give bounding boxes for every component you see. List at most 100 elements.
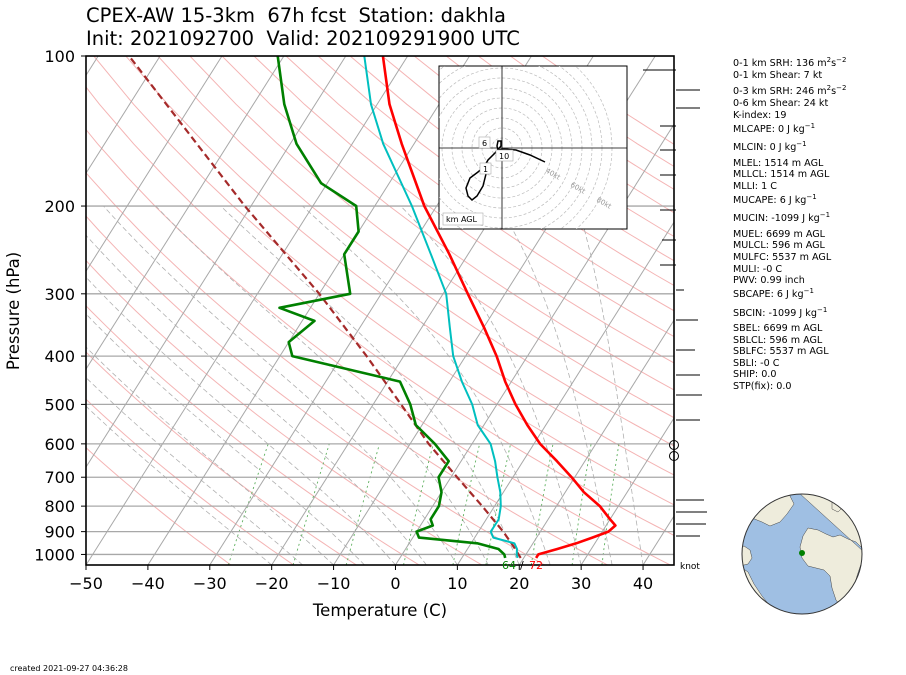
chart-title-line2: Init: 2021092700 Valid: 202109291900 UTC: [86, 27, 520, 50]
surface-temperature-label: 72: [529, 559, 543, 572]
moist-adiabat: [577, 205, 644, 565]
y-tick-label: 500: [44, 395, 75, 414]
globe-map: [741, 493, 863, 615]
mixing-ratio-line: [227, 443, 269, 565]
station-marker: [799, 550, 805, 556]
x-tick-label: −40: [131, 574, 165, 593]
dry-adiabat: [86, 86, 674, 536]
mixing-ratio-line: [292, 443, 330, 565]
stat-line: MLCIN: 0 J kg−1: [733, 139, 807, 153]
x-tick-label: 20: [509, 574, 529, 593]
dry-adiabat: [86, 398, 294, 565]
mixing-ratio-line: [345, 443, 380, 565]
hodo-height-label: 1: [483, 165, 488, 174]
stat-line: PWV: 0.99 inch: [733, 275, 805, 286]
mixing-ratio-line: [485, 443, 512, 565]
isotherm-line: [86, 56, 161, 175]
stat-line: 0-6 km Shear: 24 kt: [733, 98, 829, 109]
isotherm-line: [395, 123, 674, 565]
temperature-profile-line: [381, 56, 617, 559]
x-tick-label: 30: [571, 574, 591, 593]
hodo-units-label: km AGL: [446, 215, 478, 224]
mixing-ratio-line: [530, 443, 554, 565]
stat-line: SBCAPE: 6 J kg−1: [733, 286, 814, 300]
stat-line: MULFC: 5537 m AGL: [733, 252, 832, 263]
stat-line: SHIP: 0.0: [733, 369, 777, 380]
stat-line: STP(fix): 0.0: [733, 381, 792, 392]
mixing-ratio-line: [403, 443, 434, 565]
stat-line: 0-1 km Shear: 7 kt: [733, 70, 823, 81]
mixing-ratio-line: [571, 443, 592, 565]
x-axis-label: Temperature (C): [312, 601, 447, 620]
dry-adiabat: [221, 56, 674, 391]
y-tick-label: 600: [44, 435, 75, 454]
stat-line: SBCIN: -1099 J kg−1: [733, 305, 828, 319]
x-tick-label: 40: [633, 574, 653, 593]
background-lines: [86, 56, 674, 565]
isotherm-line: [86, 56, 285, 371]
x-tick-label: 0: [390, 574, 400, 593]
parcel-profile-line: [128, 56, 522, 559]
hodo-height-label: 10: [499, 152, 509, 161]
stat-line: 0-3 km SRH: 246 m2s−2: [733, 83, 847, 97]
stat-line: 0-1 km SRH: 136 m2s−2: [733, 55, 847, 69]
x-tick-label: −30: [193, 574, 227, 593]
y-tick-label: 300: [44, 285, 75, 304]
surface-label-separator: /: [520, 559, 524, 572]
y-tick-label: 800: [44, 497, 75, 516]
moist-adiabat: [302, 205, 551, 565]
y-tick-label: 400: [44, 347, 75, 366]
dry-adiabat: [285, 56, 674, 338]
profile-lines: [128, 56, 617, 559]
chart-title-line1: CPEX-AW 15-3km 67h fcst Station: dakhla: [86, 4, 506, 27]
stat-line: MUCAPE: 6 J kg−1: [733, 192, 817, 206]
wind-barbs: [643, 60, 707, 560]
stat-line: MLLI: 1 C: [733, 181, 777, 192]
mixing-ratio-line: [452, 443, 481, 565]
y-tick-label: 100: [44, 47, 75, 66]
wind-unit-label: knot: [680, 562, 700, 572]
y-tick-label: 1000: [34, 545, 75, 564]
y-axis-label: Pressure (hPa): [4, 252, 23, 370]
hodograph-trace: [465, 140, 546, 202]
moist-adiabat: [400, 205, 582, 565]
stat-line: MULI: -0 C: [733, 264, 783, 275]
dry-adiabat: [86, 447, 232, 565]
dry-adiabat: [125, 56, 674, 476]
stat-line: K-index: 19: [733, 110, 787, 121]
dry-adiabat: [317, 56, 674, 312]
mixing-ratio-line: [601, 443, 620, 565]
stat-line: SBEL: 6699 m AGL: [733, 323, 823, 334]
y-tick-label: 900: [44, 523, 75, 542]
stat-line: MUCIN: -1099 J kg−1: [733, 210, 831, 224]
moist-adiabat: [155, 205, 489, 565]
stat-line: MUEL: 6699 m AGL: [733, 229, 826, 240]
stat-line: SBLI: -0 C: [733, 358, 780, 369]
x-tick-label: −50: [69, 574, 103, 593]
dry-adiabat: [253, 56, 674, 364]
moist-adiabat: [86, 377, 303, 565]
dry-adiabat: [93, 56, 674, 506]
isotherm-line: [580, 417, 674, 565]
x-tick-label: −20: [255, 574, 289, 593]
y-tick-label: 200: [44, 197, 75, 216]
dry-adiabat: [86, 259, 483, 565]
moist-adiabat: [103, 205, 458, 565]
footer-created: created 2021-09-27 04:36:28: [10, 664, 128, 673]
stat-line: MULCL: 596 m AGL: [733, 240, 825, 251]
dry-adiabat: [86, 171, 608, 565]
moist-adiabat: [86, 234, 427, 565]
moist-adiabat: [86, 346, 334, 565]
isotherm-line: [86, 56, 223, 273]
dry-adiabat: [157, 56, 674, 447]
dry-adiabat: [349, 56, 674, 287]
stat-line: MLEL: 1514 m AGL: [733, 158, 824, 169]
wetbulb-profile-line: [363, 56, 519, 559]
surface-dewpoint-label: 64: [502, 559, 516, 572]
moist-adiabat: [86, 313, 365, 565]
stat-line: SBLFC: 5537 m AGL: [733, 346, 829, 357]
x-tick-label: 10: [447, 574, 467, 593]
hodograph-inset: 40kt 60kt 80kt 6 10 1 km AGL: [438, 65, 628, 230]
dry-adiabat: [86, 128, 671, 565]
